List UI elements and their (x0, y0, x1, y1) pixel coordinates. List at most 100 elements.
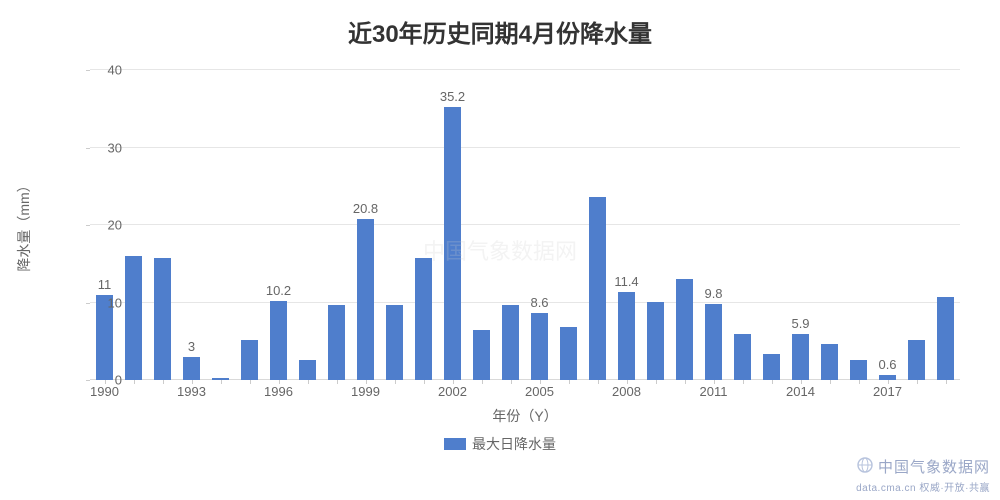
x-tick-mark (105, 380, 106, 384)
x-tick-label: 2011 (700, 384, 728, 399)
x-tick-mark (801, 380, 802, 384)
x-tick-mark (685, 380, 686, 384)
x-tick-mark (569, 380, 570, 384)
bar (415, 258, 433, 380)
bar (647, 302, 665, 380)
bar (299, 360, 317, 380)
x-tick-mark (743, 380, 744, 384)
y-tick-mark (86, 380, 90, 381)
x-tick-mark (453, 380, 454, 384)
x-tick-mark (772, 380, 773, 384)
x-tick-mark (917, 380, 918, 384)
source-main: 中国气象数据网 (878, 459, 990, 476)
grid-line (90, 147, 960, 148)
x-tick-mark (366, 380, 367, 384)
x-tick-label: 1993 (177, 384, 206, 399)
bar (792, 334, 810, 380)
legend: 最大日降水量 (0, 434, 1000, 454)
x-tick-mark (134, 380, 135, 384)
source-sub: data.cma.cn 权威·开放·共赢 (856, 479, 990, 494)
bar-value-label: 3 (188, 339, 195, 354)
bar (241, 340, 259, 380)
x-tick-mark (192, 380, 193, 384)
x-tick-mark (424, 380, 425, 384)
x-tick-mark (859, 380, 860, 384)
bar (676, 279, 694, 380)
bar (386, 305, 404, 380)
x-tick-mark (163, 380, 164, 384)
x-tick-mark (656, 380, 657, 384)
y-tick-label: 20 (108, 218, 122, 233)
y-tick-label: 40 (108, 63, 122, 78)
bar-value-label: 11 (98, 277, 112, 292)
x-tick-label: 2014 (786, 384, 815, 399)
bar-value-label: 0.6 (878, 357, 896, 372)
bar (589, 197, 607, 380)
globe-icon (856, 456, 874, 479)
x-tick-mark (250, 380, 251, 384)
x-tick-mark (221, 380, 222, 384)
bar (328, 305, 346, 380)
x-tick-mark (830, 380, 831, 384)
x-tick-mark (888, 380, 889, 384)
x-tick-mark (946, 380, 947, 384)
grid-line (90, 224, 960, 225)
bar (937, 297, 955, 380)
chart-container: { "title": "近30年历史同期4月份降水量", "title_font… (0, 0, 1000, 500)
y-tick-mark (86, 303, 90, 304)
grid-line (90, 69, 960, 70)
x-tick-mark (598, 380, 599, 384)
bar (908, 340, 926, 380)
bar (821, 344, 839, 380)
y-tick-label: 10 (108, 295, 122, 310)
bar-value-label: 20.8 (353, 201, 378, 216)
bar (734, 334, 752, 381)
bar (444, 107, 462, 380)
bar (357, 219, 375, 380)
x-tick-mark (308, 380, 309, 384)
bar (183, 357, 201, 380)
x-tick-mark (627, 380, 628, 384)
y-tick-mark (86, 70, 90, 71)
source-attribution: 中国气象数据网 data.cma.cn 权威·开放·共赢 (856, 456, 990, 494)
x-tick-label: 2005 (525, 384, 554, 399)
legend-label: 最大日降水量 (472, 434, 556, 454)
bar (618, 292, 636, 380)
plot-area (90, 70, 960, 380)
x-tick-label: 1990 (90, 384, 119, 399)
x-tick-mark (540, 380, 541, 384)
bar (473, 330, 491, 380)
x-tick-mark (279, 380, 280, 384)
x-axis-label: 年份（Y） (90, 406, 960, 426)
bar (270, 301, 288, 380)
bar (154, 258, 172, 380)
bar (125, 256, 143, 380)
x-tick-mark (337, 380, 338, 384)
bar-value-label: 8.6 (530, 295, 548, 310)
chart-title: 近30年历史同期4月份降水量 (0, 14, 1000, 49)
bar-value-label: 35.2 (440, 89, 465, 104)
x-tick-mark (714, 380, 715, 384)
x-tick-mark (511, 380, 512, 384)
bar (705, 304, 723, 380)
x-tick-label: 1999 (351, 384, 380, 399)
y-tick-mark (86, 225, 90, 226)
x-tick-mark (395, 380, 396, 384)
bar-value-label: 10.2 (266, 283, 291, 298)
bar (850, 360, 868, 380)
legend-swatch (444, 438, 466, 450)
grid-line (90, 302, 960, 303)
bar-value-label: 11.4 (614, 274, 638, 289)
x-tick-label: 1996 (264, 384, 293, 399)
bar (531, 313, 549, 380)
bar-value-label: 5.9 (791, 316, 809, 331)
bar (560, 327, 578, 380)
bar-value-label: 9.8 (704, 286, 722, 301)
bar (502, 305, 520, 380)
y-tick-label: 30 (108, 140, 122, 155)
y-tick-mark (86, 148, 90, 149)
y-axis-label: 降水量（mm） (14, 178, 34, 271)
x-tick-label: 2008 (612, 384, 641, 399)
x-tick-mark (482, 380, 483, 384)
x-tick-label: 2002 (438, 384, 467, 399)
